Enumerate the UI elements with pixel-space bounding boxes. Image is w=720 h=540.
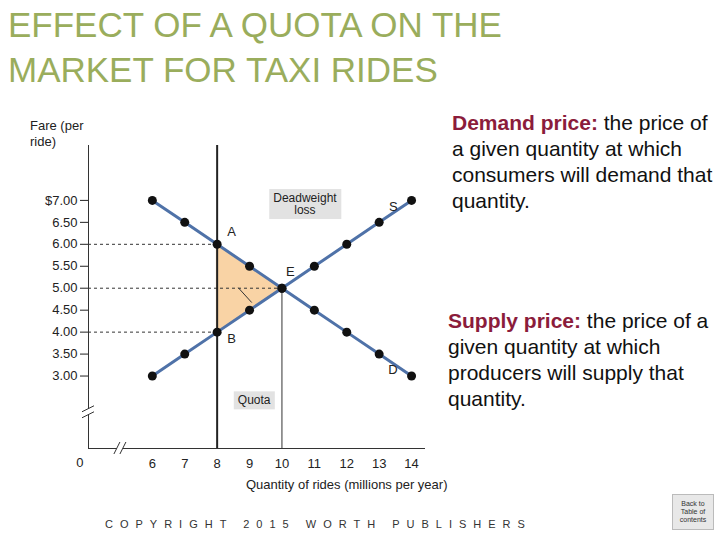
svg-text:B: B (227, 331, 236, 346)
svg-text:5.00: 5.00 (52, 280, 77, 295)
svg-text:6.00: 6.00 (52, 236, 77, 251)
svg-text:4.00: 4.00 (52, 324, 77, 339)
svg-text:S: S (389, 199, 398, 214)
html-text:Fare (per ride): Fare (per ride) (30, 118, 84, 149)
svg-text:8: 8 (214, 456, 221, 471)
svg-text:Deadweightloss: Deadweightloss (273, 191, 337, 217)
svg-text:D: D (388, 362, 397, 377)
svg-text:10: 10 (275, 456, 289, 471)
svg-text:3.50: 3.50 (52, 346, 77, 361)
svg-text:11: 11 (308, 456, 322, 471)
svg-text:13: 13 (372, 456, 386, 471)
html-text:Back to Table of contents: Back to Table of contents (679, 500, 707, 523)
svg-text:6: 6 (149, 456, 156, 471)
svg-text:Quantity of rides (millions pe: Quantity of rides (millions per year) (246, 477, 448, 492)
svg-text:3.00: 3.00 (52, 368, 77, 383)
html-text:Supply price: the price of a g: Supply price: the price of a given quant… (448, 309, 709, 410)
svg-text:A: A (227, 224, 236, 239)
svg-text:7: 7 (181, 456, 188, 471)
html-text:EFFECT OF A QUOTA ON THE MARKE: EFFECT OF A QUOTA ON THE MARKET FOR TAXI… (8, 5, 502, 89)
svg-text:6.50: 6.50 (52, 215, 77, 230)
svg-text:5.50: 5.50 (52, 258, 77, 273)
svg-text:12: 12 (340, 456, 354, 471)
svg-text:9: 9 (246, 456, 253, 471)
svg-text:Quota: Quota (238, 393, 271, 407)
html-text:COPYRIGHT 2015 WORTH PUBLISHER: COPYRIGHT 2015 WORTH PUBLISHERS (105, 518, 532, 530)
html-text:Demand price: the price of a g: Demand price: the price of a given quant… (452, 111, 713, 212)
svg-text:14: 14 (404, 456, 418, 471)
svg-text:$7.00: $7.00 (45, 193, 78, 208)
svg-text:0: 0 (76, 455, 83, 470)
svg-text:4.50: 4.50 (52, 302, 77, 317)
svg-text:E: E (286, 264, 295, 279)
